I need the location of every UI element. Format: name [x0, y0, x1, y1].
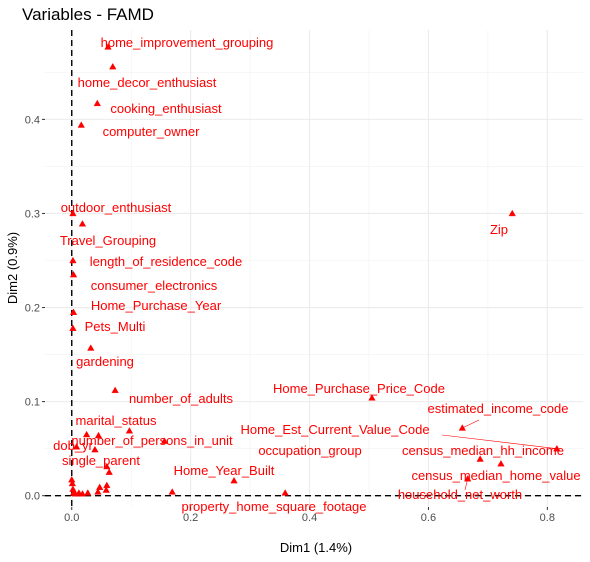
point-label: length_of_residence_code: [90, 254, 243, 269]
point-label: home_decor_enthusiast: [78, 75, 217, 90]
point-label: Travel_Grouping: [60, 233, 156, 248]
point-label: outdoor_enthusiast: [61, 200, 172, 215]
point-label: single_parent: [62, 453, 140, 468]
y-tick-label: 0.4: [25, 114, 40, 126]
point-label: Pets_Multi: [85, 319, 146, 334]
chart-title: Variables - FAMD: [22, 5, 154, 24]
y-tick-label: 0.0: [25, 491, 40, 503]
x-tick-label: 0.8: [540, 512, 555, 524]
point-label: home_improvement_grouping: [101, 35, 274, 50]
point-label: number_of_persons_in_unit: [71, 433, 233, 448]
point-label: census_median_home_value: [411, 468, 580, 483]
point-label: occupation_group: [258, 443, 361, 458]
x-tick-label: 0.0: [64, 512, 79, 524]
point-label: household_net_worth: [398, 487, 522, 502]
point-label: cooking_enthusiast: [110, 101, 222, 116]
point-label: dob_yr: [53, 438, 93, 453]
y-tick-label: 0.1: [25, 397, 40, 409]
point-label: census_median_hh_income: [402, 443, 564, 458]
y-tick-label: 0.3: [25, 208, 40, 220]
x-axis-title: Dim1 (1.4%): [280, 540, 352, 555]
y-tick-label: 0.2: [25, 303, 40, 315]
point-label: Home_Purchase_Price_Code: [273, 381, 445, 396]
x-tick-label: 0.6: [421, 512, 436, 524]
point-label: marital_status: [76, 413, 157, 428]
point-label: computer_owner: [103, 124, 200, 139]
point-label: Home_Year_Built: [174, 463, 275, 478]
point-label: gardening: [76, 354, 134, 369]
point-label: property_home_square_footage: [181, 499, 366, 514]
point-label: Home_Est_Current_Value_Code: [240, 422, 429, 437]
point-label: number_of_adults: [129, 391, 234, 406]
point-label: estimated_income_code: [428, 401, 569, 416]
point-label: consumer_electronics: [91, 278, 218, 293]
point-label: Zip: [490, 222, 508, 237]
y-axis-title: Dim2 (0.9%): [5, 232, 20, 304]
point-label: Home_Purchase_Year: [91, 298, 222, 313]
